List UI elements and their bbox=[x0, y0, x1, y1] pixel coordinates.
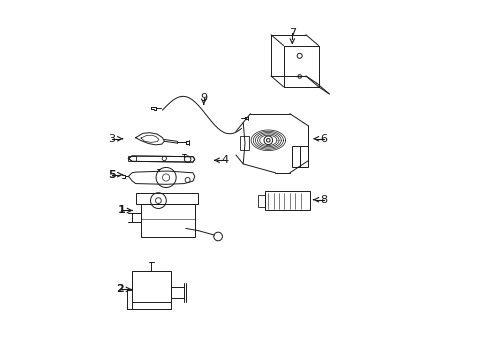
Text: 4: 4 bbox=[221, 155, 229, 165]
Bar bbox=[128, 156, 136, 161]
Text: 6: 6 bbox=[320, 134, 327, 144]
Text: 5: 5 bbox=[108, 170, 116, 180]
Text: 3: 3 bbox=[108, 134, 115, 144]
Text: 8: 8 bbox=[320, 195, 327, 205]
Bar bbox=[265, 191, 310, 211]
Text: 7: 7 bbox=[289, 28, 296, 38]
Polygon shape bbox=[128, 156, 195, 162]
Bar bbox=[132, 271, 171, 302]
Text: 9: 9 bbox=[200, 93, 207, 103]
Bar bbox=[141, 204, 195, 237]
Text: 1: 1 bbox=[118, 206, 125, 216]
Bar bbox=[136, 193, 198, 204]
Bar bbox=[292, 146, 308, 167]
Bar bbox=[258, 195, 265, 207]
Bar bbox=[240, 136, 248, 150]
Text: 2: 2 bbox=[116, 284, 124, 294]
